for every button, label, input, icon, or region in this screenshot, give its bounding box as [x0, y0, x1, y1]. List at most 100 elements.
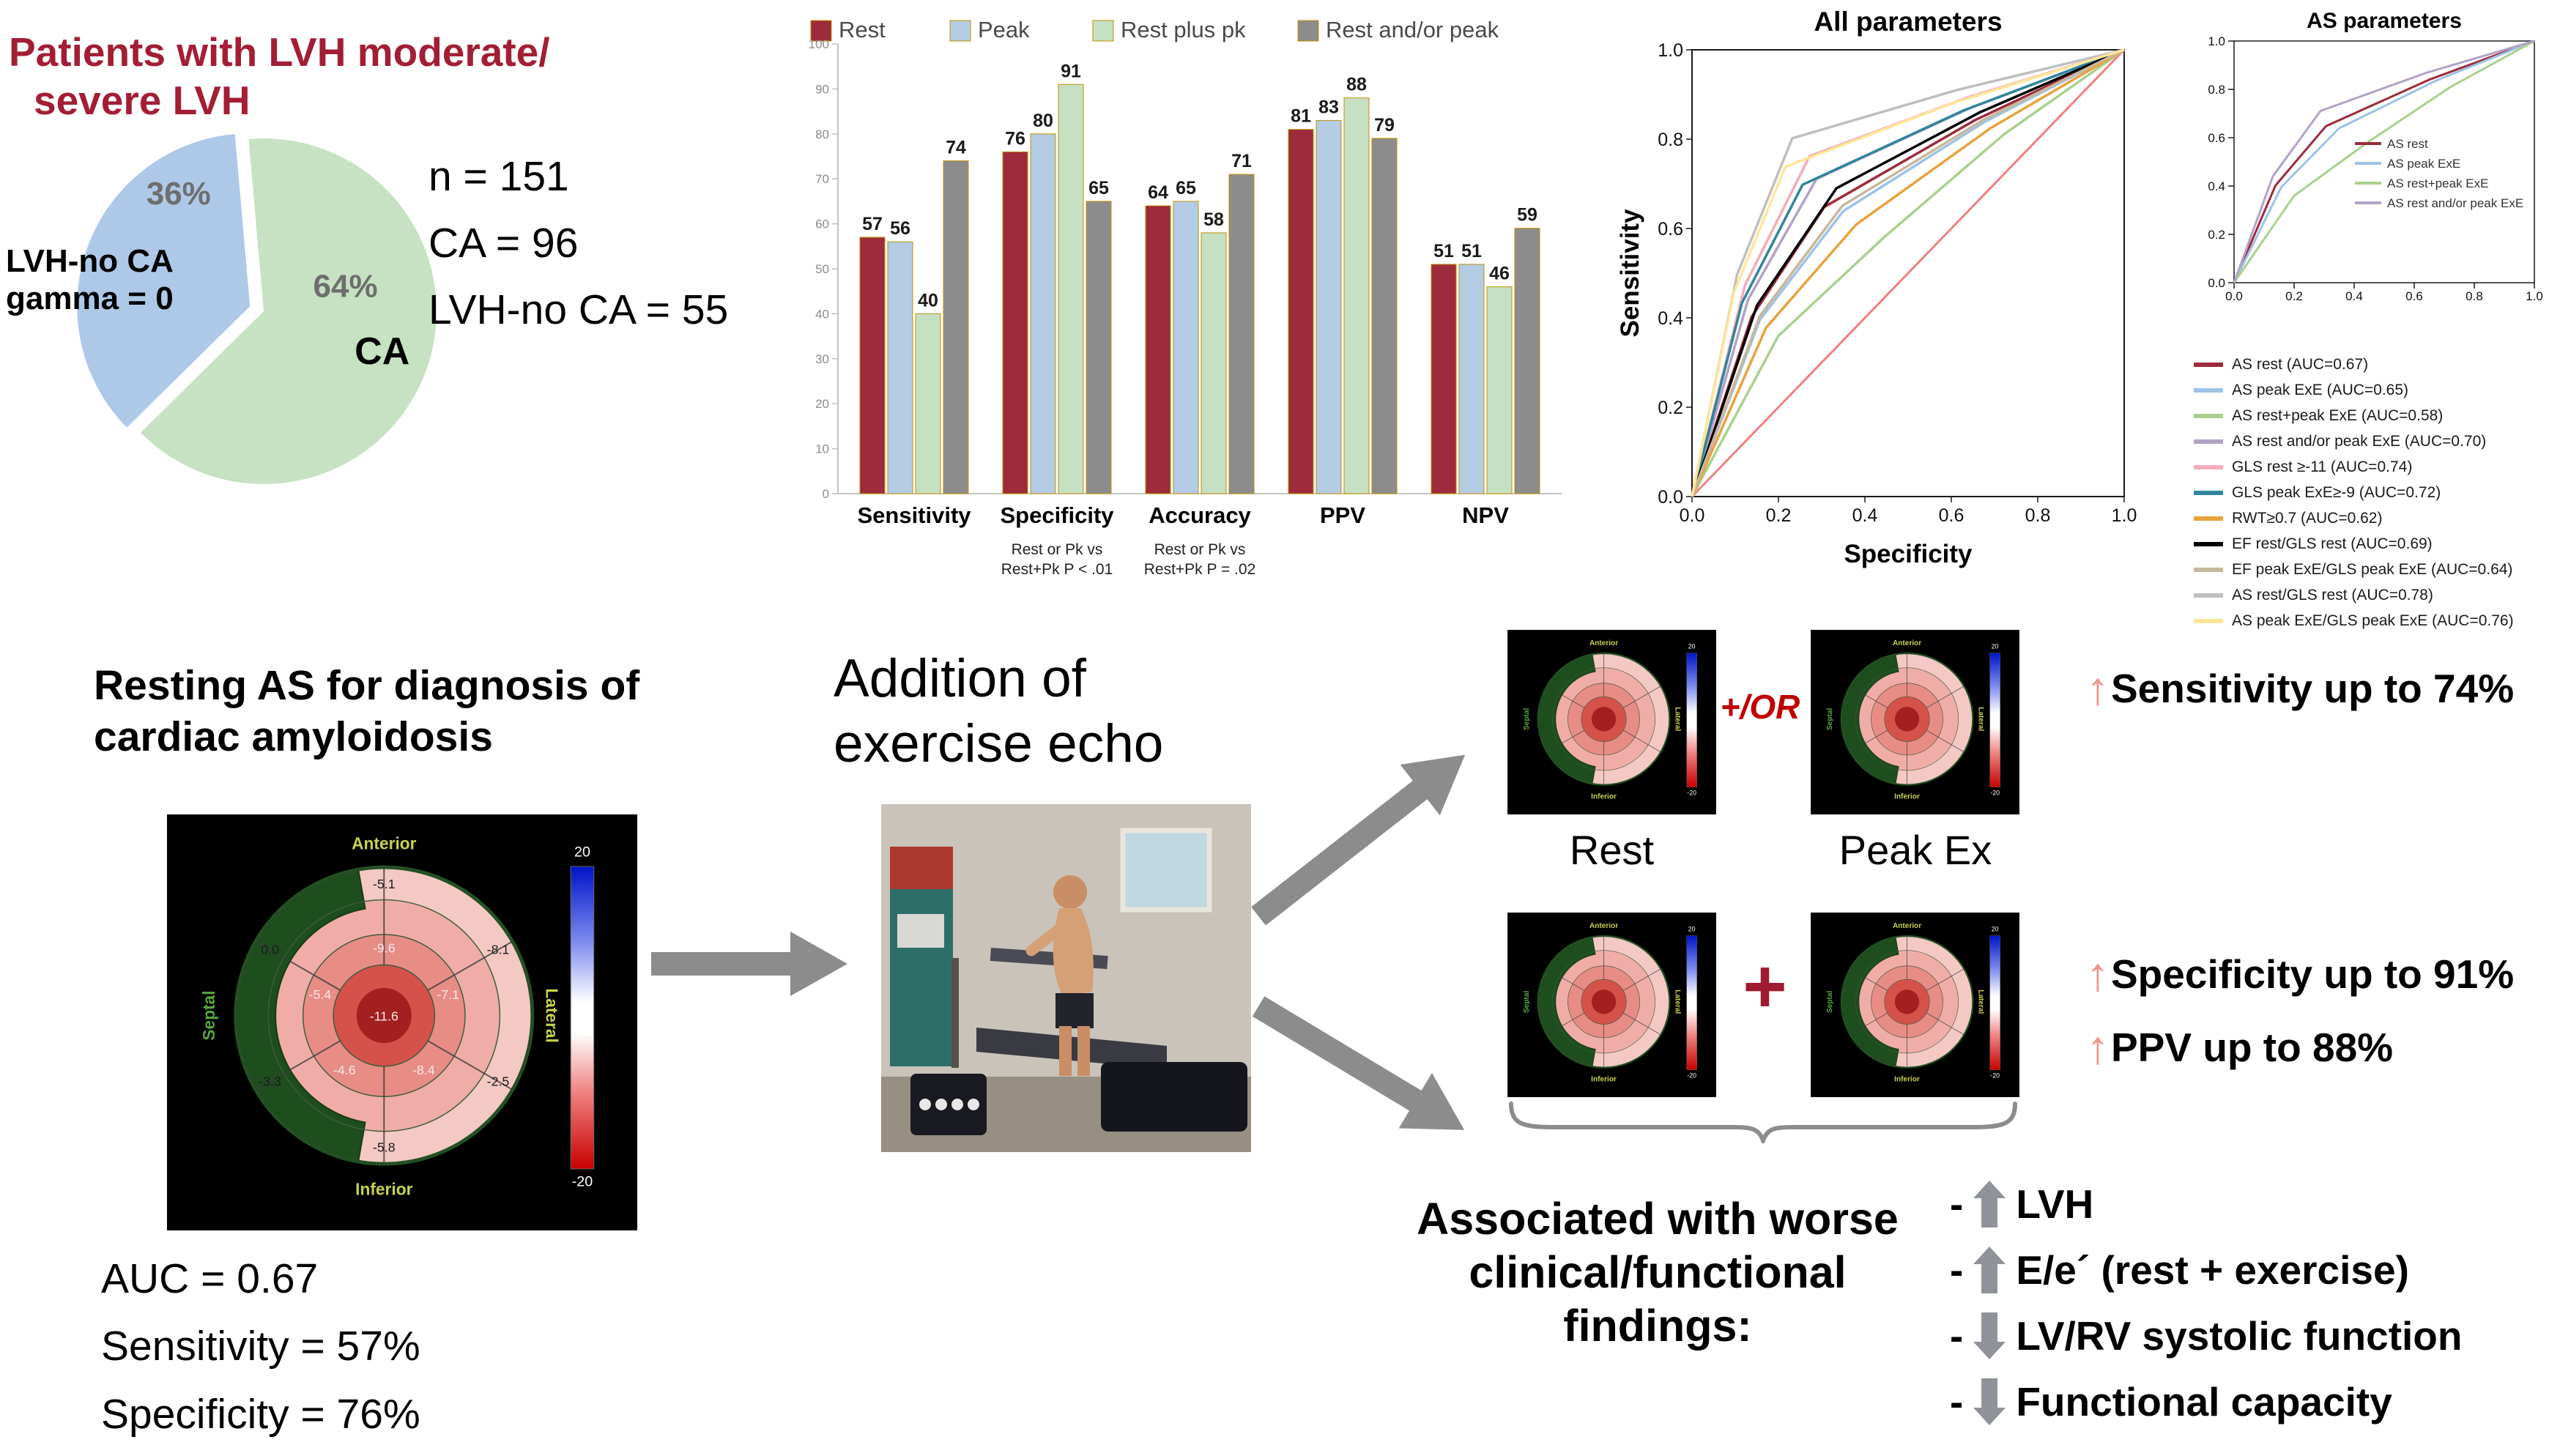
legend-label: GLS peak ExE≥-9 (AUC=0.72)	[2232, 484, 2441, 501]
legend-label: EF rest/GLS rest (AUC=0.69)	[2232, 535, 2433, 552]
pie-blue-slice-label-line2: gamma = 0	[6, 280, 174, 316]
svg-text:Anterior: Anterior	[352, 833, 417, 853]
svg-text:-8.4: -8.4	[412, 1063, 435, 1077]
roc-legend-item: EF peak ExE/GLS peak ExE (AUC=0.64)	[2194, 561, 2560, 579]
exercise-echo-photo	[881, 804, 1251, 1152]
svg-text:65: 65	[1088, 178, 1109, 198]
legend-swatch	[2194, 388, 2223, 393]
svg-text:0.0: 0.0	[1680, 505, 1705, 526]
pie-blue-slice-label-line1: LVH-no CA	[6, 243, 174, 279]
flow-arrow-lower-icon	[1252, 996, 1465, 1130]
bullseye-rest2-small: Anterior Inferior Septal Lateral 20 -20	[1507, 913, 1716, 1097]
finding-bullet: -	[1950, 1247, 1964, 1293]
pie-title-line2: severe LVH	[34, 78, 251, 123]
svg-text:Inferior: Inferior	[355, 1180, 412, 1199]
svg-text:90: 90	[815, 82, 829, 96]
svg-text:0.6: 0.6	[1939, 505, 1964, 526]
legend-label: AS rest and/or peak ExE (AUC=0.70)	[2232, 433, 2487, 450]
svg-text:-20: -20	[1990, 789, 2000, 796]
legend-swatch	[2194, 491, 2223, 495]
resting-stat-0: AUC = 0.67	[101, 1255, 319, 1302]
svg-text:57: 57	[862, 214, 883, 234]
legend-label: EF peak ExE/GLS peak ExE (AUC=0.64)	[2232, 561, 2513, 578]
svg-text:PPV: PPV	[1320, 502, 1365, 528]
svg-text:Septal: Septal	[1826, 708, 1834, 730]
svg-text:20: 20	[574, 844, 590, 860]
svg-text:Specificity: Specificity	[1000, 502, 1114, 528]
svg-text:Anterior: Anterior	[1893, 922, 1921, 930]
svg-text:Septal: Septal	[199, 991, 218, 1041]
svg-text:-7.1: -7.1	[437, 987, 459, 1002]
findings-heading-line1: Associated with worse	[1417, 1194, 1899, 1244]
svg-text:AS rest+peak ExE: AS rest+peak ExE	[2387, 177, 2488, 190]
result-sensitivity-text: Sensitivity up to 74%	[2111, 666, 2515, 711]
svg-text:1.0: 1.0	[1658, 40, 1683, 61]
svg-text:56: 56	[890, 218, 910, 239]
svg-text:88: 88	[1346, 75, 1367, 95]
legend-swatch	[2194, 619, 2223, 623]
up-block-arrow-icon	[1973, 1247, 2006, 1293]
roc-as-parameters-chart: AS parameters 0.00.0 0.2 0.2 0.4 0.4 0.6 0.6 0.8…	[2208, 9, 2542, 303]
svg-text:Inferior: Inferior	[1591, 793, 1617, 801]
plus-or-operator: +/OR	[1720, 688, 1800, 726]
roc-legend-item: EF rest/GLS rest (AUC=0.69)	[2194, 535, 2560, 553]
legend-swatch	[2194, 363, 2223, 367]
svg-text:20: 20	[1992, 642, 1999, 650]
svg-text:83: 83	[1318, 97, 1339, 117]
finding-text: E/e´ (rest + exercise)	[2016, 1247, 2409, 1293]
legend-label: AS peak ExE (AUC=0.65)	[2232, 382, 2409, 398]
legend-label: AS rest+peak ExE (AUC=0.58)	[2232, 407, 2444, 424]
legend-swatch	[2194, 414, 2223, 418]
svg-text:Lateral: Lateral	[543, 988, 562, 1043]
down-block-arrow-icon	[1973, 1312, 2006, 1359]
svg-text:All parameters: All parameters	[1814, 7, 2002, 37]
svg-text:80: 80	[1033, 111, 1053, 131]
cohort-stat-1: CA = 96	[428, 220, 579, 267]
roc-legend-item: RWT≥0.7 (AUC=0.62)	[2194, 510, 2560, 527]
svg-text:20: 20	[1992, 925, 1999, 932]
svg-text:Septal: Septal	[1523, 708, 1531, 730]
finding-bullet: -	[1950, 1379, 1964, 1425]
svg-text:Accuracy: Accuracy	[1149, 502, 1251, 528]
svg-text:Rest or Pk vs: Rest or Pk vs	[1012, 541, 1103, 558]
svg-text:-5.1: -5.1	[373, 877, 396, 891]
pie-pct-blue: 36%	[146, 176, 211, 212]
roc-legend-item: GLS peak ExE≥-9 (AUC=0.72)	[2194, 484, 2560, 502]
finding-item: - LVH	[1950, 1181, 2463, 1227]
svg-text:0.8: 0.8	[2025, 505, 2051, 526]
result-sensitivity: ↑ Sensitivity up to 74%	[2086, 661, 2514, 716]
svg-text:0.6: 0.6	[2405, 289, 2423, 303]
svg-text:-9.6: -9.6	[373, 941, 396, 956]
svg-text:40: 40	[918, 290, 938, 311]
up-arrow-icon: ↑	[2086, 1021, 2110, 1074]
up-block-arrow-icon	[1973, 1181, 2006, 1227]
svg-text:Lateral: Lateral	[1674, 989, 1682, 1014]
roc-legend-item: AS rest+peak ExE (AUC=0.58)	[2194, 407, 2560, 425]
cohort-stat-2: LVH-no CA = 55	[428, 286, 729, 334]
svg-text:0.0: 0.0	[261, 943, 279, 957]
svg-text:51: 51	[1433, 241, 1454, 261]
legend-swatch	[2194, 465, 2223, 469]
svg-text:20: 20	[1688, 925, 1696, 932]
cohort-stats: n = 151 CA = 96 LVH-no CA = 55	[428, 144, 728, 344]
svg-text:1.0: 1.0	[2208, 34, 2225, 48]
roc-legend-item: AS peak ExE (AUC=0.65)	[2194, 382, 2560, 399]
svg-text:Rest plus pk: Rest plus pk	[1121, 17, 1246, 42]
svg-text:0.6: 0.6	[1658, 219, 1683, 239]
svg-text:Rest+Pk P < .01: Rest+Pk P < .01	[1001, 561, 1113, 578]
svg-text:Inferior: Inferior	[1591, 1076, 1617, 1084]
bullseye-peak-small: Anterior Inferior Septal Lateral 20 -20	[1811, 630, 2019, 814]
svg-text:-4.6: -4.6	[333, 1063, 356, 1077]
svg-text:59: 59	[1517, 205, 1537, 226]
up-arrow-icon: ↑	[2086, 948, 2110, 1000]
svg-text:-11.6: -11.6	[370, 1009, 398, 1024]
finding-item: - E/e´ (rest + exercise)	[1950, 1247, 2463, 1293]
svg-text:0.6: 0.6	[2208, 131, 2225, 145]
pie-green-slice-label: CA	[355, 330, 409, 373]
svg-text:60: 60	[815, 218, 829, 231]
pie-blue-slice-label: LVH-no CA gamma = 0	[6, 243, 174, 317]
curly-brace	[1509, 1102, 2017, 1143]
svg-text:0.0: 0.0	[1658, 487, 1683, 508]
svg-text:81: 81	[1291, 106, 1311, 127]
svg-text:NPV: NPV	[1462, 502, 1509, 528]
